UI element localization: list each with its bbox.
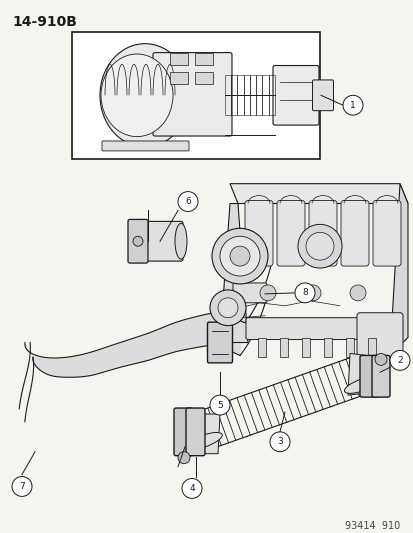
Circle shape: [389, 351, 409, 370]
Text: 93414  910: 93414 910: [344, 521, 399, 531]
Polygon shape: [219, 204, 247, 343]
Bar: [367, 337, 375, 358]
Circle shape: [304, 285, 320, 301]
Ellipse shape: [184, 432, 222, 450]
FancyBboxPatch shape: [185, 408, 204, 456]
Text: 6: 6: [185, 197, 190, 206]
FancyBboxPatch shape: [359, 356, 377, 397]
Bar: [301, 337, 309, 358]
Circle shape: [178, 452, 190, 464]
FancyBboxPatch shape: [244, 200, 272, 266]
Circle shape: [269, 432, 289, 452]
Circle shape: [211, 228, 267, 284]
Text: 7: 7: [19, 482, 25, 491]
FancyBboxPatch shape: [312, 80, 333, 111]
Circle shape: [342, 95, 362, 115]
Polygon shape: [25, 313, 244, 377]
FancyBboxPatch shape: [276, 200, 304, 266]
Circle shape: [374, 353, 386, 365]
Text: 1: 1: [349, 101, 355, 110]
Ellipse shape: [100, 44, 190, 147]
Text: 4: 4: [189, 484, 195, 493]
Bar: [257, 337, 266, 358]
FancyBboxPatch shape: [128, 220, 147, 263]
Bar: [256, 76, 262, 115]
Circle shape: [305, 232, 333, 260]
Ellipse shape: [344, 376, 381, 393]
Circle shape: [230, 246, 249, 266]
Bar: [224, 76, 231, 115]
Bar: [243, 76, 249, 115]
FancyBboxPatch shape: [173, 408, 192, 456]
FancyBboxPatch shape: [153, 53, 231, 136]
Circle shape: [209, 395, 230, 415]
Bar: [195, 72, 212, 84]
FancyBboxPatch shape: [356, 313, 402, 358]
FancyBboxPatch shape: [272, 66, 318, 125]
Bar: [262, 76, 268, 115]
Circle shape: [294, 283, 314, 303]
Bar: [195, 53, 212, 64]
Text: 2: 2: [396, 356, 402, 365]
FancyBboxPatch shape: [372, 200, 400, 266]
Bar: [268, 76, 274, 115]
Circle shape: [349, 285, 365, 301]
Bar: [170, 72, 188, 84]
FancyBboxPatch shape: [207, 322, 232, 363]
Polygon shape: [347, 353, 381, 395]
Bar: [72, 32, 319, 159]
FancyBboxPatch shape: [340, 200, 368, 266]
Bar: [323, 337, 331, 358]
Text: 14-910B: 14-910B: [12, 15, 77, 29]
FancyBboxPatch shape: [245, 318, 399, 340]
Bar: [170, 53, 188, 64]
Polygon shape: [389, 184, 407, 356]
Circle shape: [178, 191, 197, 212]
Ellipse shape: [175, 223, 187, 259]
Circle shape: [133, 236, 142, 246]
Bar: [279, 337, 287, 358]
Circle shape: [209, 290, 245, 326]
Circle shape: [218, 298, 237, 318]
FancyBboxPatch shape: [371, 356, 389, 397]
Polygon shape: [180, 414, 219, 454]
Circle shape: [259, 285, 275, 301]
Bar: [345, 337, 353, 358]
Circle shape: [297, 224, 341, 268]
Text: 8: 8: [301, 288, 307, 297]
Bar: [231, 76, 237, 115]
Bar: [249, 76, 256, 115]
FancyBboxPatch shape: [308, 200, 336, 266]
Text: 3: 3: [276, 437, 282, 446]
Circle shape: [182, 479, 202, 498]
Bar: [237, 76, 243, 115]
Polygon shape: [230, 184, 407, 204]
FancyBboxPatch shape: [233, 283, 266, 303]
FancyBboxPatch shape: [102, 141, 189, 151]
Circle shape: [219, 236, 259, 276]
Circle shape: [12, 477, 32, 496]
FancyBboxPatch shape: [144, 221, 183, 261]
Ellipse shape: [101, 54, 173, 136]
Text: 5: 5: [216, 401, 222, 409]
